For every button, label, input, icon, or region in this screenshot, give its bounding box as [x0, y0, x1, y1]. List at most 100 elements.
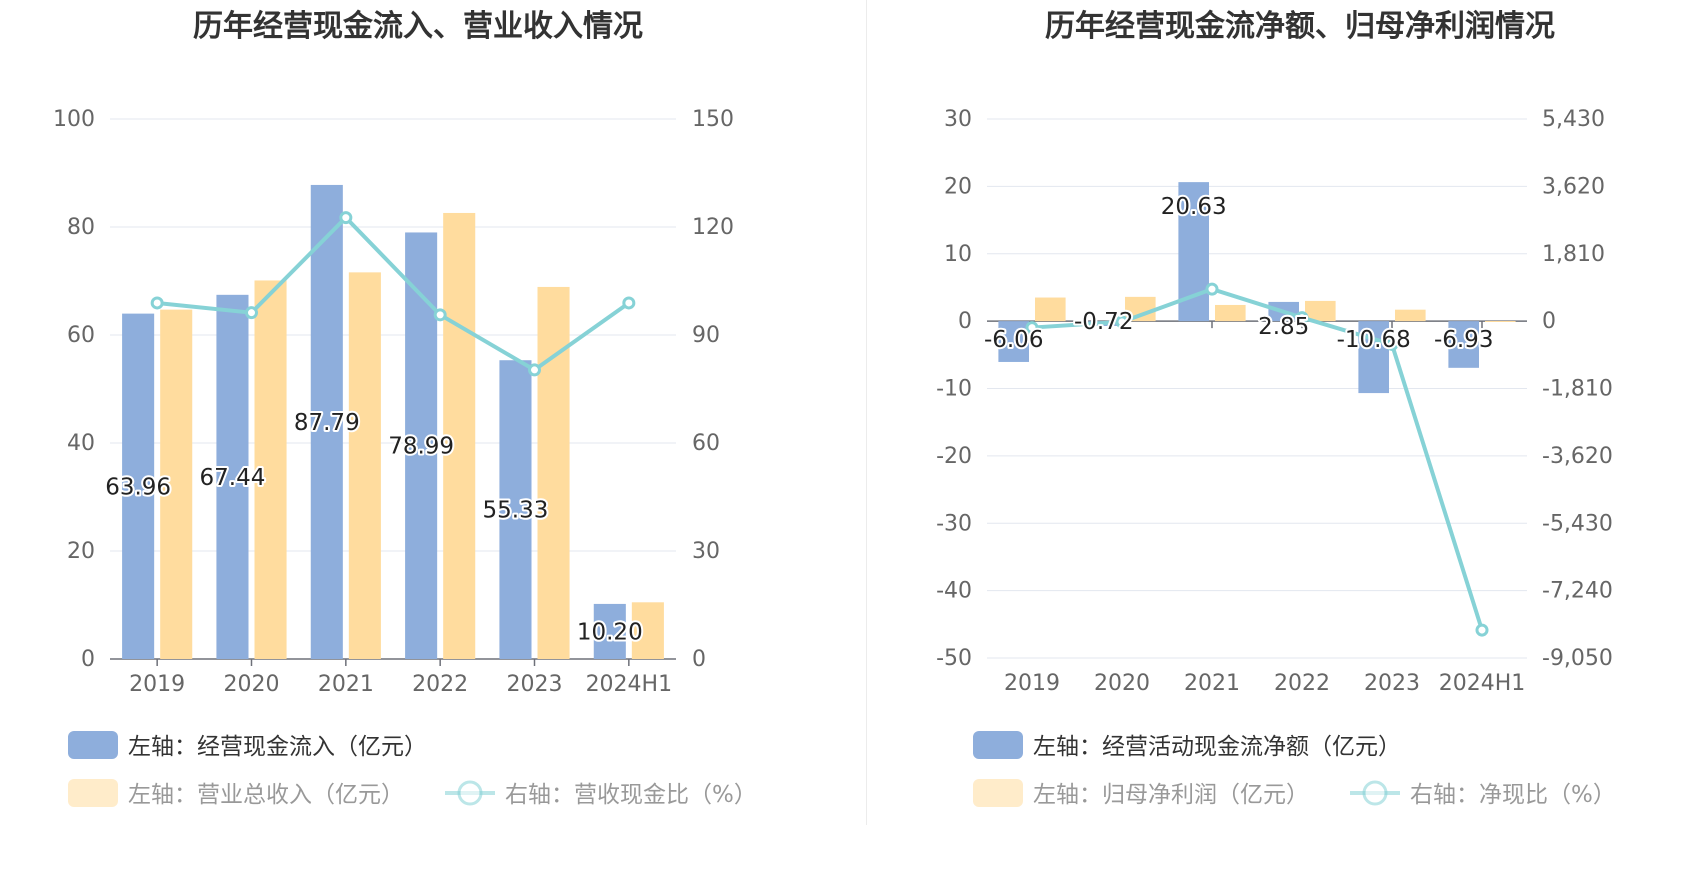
legend-swatch — [973, 731, 1023, 759]
line-point[interactable] — [1115, 315, 1129, 329]
y-left-tick-label: 60 — [67, 323, 95, 348]
line-营收现金比 — [156, 214, 630, 373]
legend-label: 左轴：经营现金流入（亿元） — [128, 734, 427, 760]
legend-label: 左轴：归母净利润（亿元） — [1033, 782, 1309, 808]
legend-item[interactable]: 左轴：经营现金流入（亿元） — [68, 731, 427, 760]
legend-item[interactable]: 左轴：营业总收入（亿元） — [68, 779, 404, 808]
bar-归母净利润[interactable] — [1395, 309, 1426, 322]
line-point[interactable] — [150, 296, 164, 310]
x-tick-label: 2024H1 — [586, 672, 673, 697]
legend-item[interactable]: 左轴：经营活动现金流净额（亿元） — [973, 731, 1401, 760]
line-point[interactable] — [433, 308, 447, 322]
legend-line-marker — [1362, 780, 1388, 806]
bar-营业总收入[interactable] — [537, 286, 570, 659]
y-left-tick-label: -30 — [936, 511, 972, 536]
bar-经营现金流入[interactable] — [122, 313, 155, 659]
x-tick-label: 2020 — [224, 672, 280, 697]
x-tick-label: 2022 — [412, 672, 468, 697]
bar-归母净利润[interactable] — [1215, 304, 1246, 322]
line-point[interactable] — [339, 211, 353, 225]
y-left-tick-label: -40 — [936, 579, 972, 604]
panel-divider — [866, 0, 867, 825]
line-point[interactable] — [528, 363, 541, 377]
y-right-tick-label: 1,810 — [1542, 242, 1605, 267]
y-left-tick-label: 40 — [67, 431, 95, 456]
line-point[interactable] — [1475, 623, 1489, 637]
line-point[interactable] — [1205, 282, 1219, 296]
line-净现比 — [1031, 287, 1484, 631]
y-left-tick-label: 30 — [944, 107, 972, 132]
bar-data-label: -6.93 — [1434, 327, 1494, 353]
y-left-tick-label: -50 — [936, 646, 972, 671]
x-tick-label: 2023 — [507, 672, 563, 697]
x-tick-label: 2022 — [1274, 671, 1330, 696]
legend-label: 左轴：经营活动现金流净额（亿元） — [1033, 734, 1401, 760]
y-left-tick-label: 0 — [958, 309, 972, 334]
x-tick-label: 2023 — [1364, 671, 1420, 696]
bar-经营活动现金流净额[interactable] — [998, 321, 1029, 362]
y-right-tick-label: -3,620 — [1542, 444, 1613, 469]
bar-经营现金流入[interactable] — [310, 184, 343, 659]
y-right-tick-label: 90 — [692, 323, 720, 348]
y-right-tick-label: -9,050 — [1542, 646, 1613, 671]
chart-2: 历年经营现金流净额、归母净利润情况 30 5,430 20 3,620 10 1,810 0 0… — [936, 9, 1616, 808]
legend-swatch — [68, 731, 118, 759]
bar-data-label: 87.79 — [294, 410, 360, 436]
y-left-tick-label: -20 — [936, 444, 972, 469]
y-right-tick-label: 30 — [692, 539, 720, 564]
bar-data-label: 55.33 — [483, 498, 549, 524]
bar-归母净利润[interactable] — [1035, 297, 1066, 322]
x-tick-label: 2021 — [1184, 671, 1240, 696]
bar-归母净利润[interactable] — [1485, 320, 1516, 322]
bar-营业总收入[interactable] — [631, 602, 664, 659]
y-left-tick-label: 10 — [944, 242, 972, 267]
line-point[interactable] — [1295, 311, 1309, 325]
chart-title: 历年经营现金流净额、归母净利润情况 — [1045, 9, 1555, 44]
line-point[interactable] — [1385, 337, 1399, 351]
bar-经营现金流入[interactable] — [216, 294, 249, 659]
legend-item[interactable]: 右轴：营收现金比（%） — [445, 780, 757, 808]
y-right-tick-label: 60 — [692, 431, 720, 456]
y-right-tick-label: 120 — [692, 215, 734, 240]
legend-swatch — [68, 779, 118, 807]
legend-label: 左轴：营业总收入（亿元） — [128, 782, 404, 808]
line-point[interactable] — [245, 306, 258, 320]
y-right-tick-label: 0 — [1542, 309, 1556, 334]
bar-data-label: 2.85 — [1258, 314, 1309, 340]
bar-经营现金流入[interactable] — [499, 360, 532, 659]
chart-1: 历年经营现金流入、营业收入情况 100 150 80 120 60 90 40 60 20 30 0 0… — [53, 9, 757, 808]
bar-营业总收入[interactable] — [348, 272, 381, 659]
x-tick-label: 2019 — [1004, 671, 1060, 696]
y-right-tick-label: 150 — [692, 107, 734, 132]
bar-data-label: 78.99 — [388, 434, 454, 460]
y-left-tick-label: 20 — [67, 539, 95, 564]
bar-营业总收入[interactable] — [160, 309, 193, 659]
legend-label: 右轴：净现比（%） — [1410, 782, 1616, 808]
y-left-tick-label: 100 — [53, 107, 95, 132]
line-point[interactable] — [1025, 321, 1039, 335]
x-tick-label: 2021 — [318, 672, 374, 697]
y-right-tick-label: 3,620 — [1542, 174, 1605, 199]
bar-经营现金流入[interactable] — [593, 603, 626, 659]
y-right-tick-label: 0 — [692, 647, 706, 672]
line-point[interactable] — [622, 296, 636, 310]
bar-营业总收入[interactable] — [254, 280, 287, 659]
y-left-tick-label: 20 — [944, 174, 972, 199]
legend-label: 右轴：营收现金比（%） — [505, 782, 757, 808]
x-tick-label: 2024H1 — [1439, 671, 1526, 696]
y-left-tick-label: 0 — [81, 647, 95, 672]
x-tick-label: 2019 — [129, 672, 185, 697]
legend-item[interactable]: 右轴：净现比（%） — [1350, 780, 1616, 808]
bar-经营活动现金流净额[interactable] — [1358, 321, 1389, 394]
bar-归母净利润[interactable] — [1305, 300, 1336, 322]
bar-data-label: 20.63 — [1161, 194, 1227, 220]
legend-swatch — [973, 779, 1023, 807]
y-right-tick-label: -5,430 — [1542, 511, 1613, 536]
bar-营业总收入[interactable] — [443, 212, 476, 659]
legend-item[interactable]: 左轴：归母净利润（亿元） — [973, 779, 1309, 808]
bar-data-label: 67.44 — [200, 465, 266, 491]
bar-data-label: 10.20 — [577, 619, 643, 645]
y-right-tick-label: -1,810 — [1542, 377, 1613, 402]
bar-经营活动现金流净额[interactable] — [1448, 321, 1479, 368]
